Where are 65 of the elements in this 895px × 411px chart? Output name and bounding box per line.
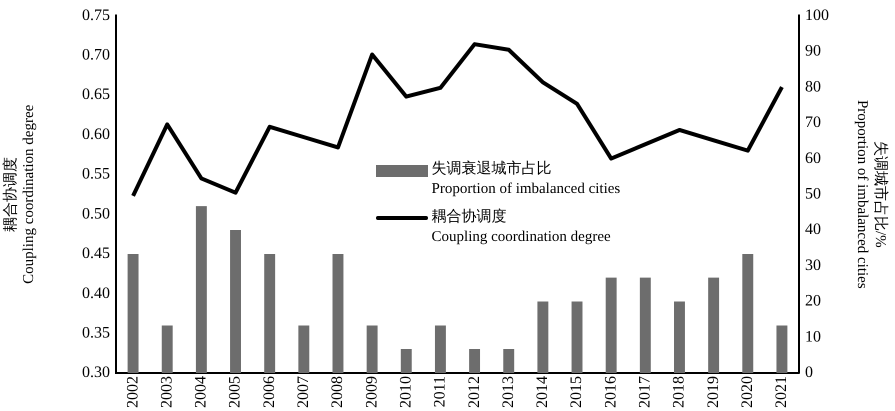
bar <box>230 230 241 373</box>
y-tick-label: 0.40 <box>82 284 110 302</box>
x-tick-label: 2003 <box>158 376 176 408</box>
y2-tick-label: 40 <box>805 221 821 238</box>
y-tick-label: 0.65 <box>82 86 110 104</box>
y-axis-title: 耦合协调度 Coupling coordination degree <box>2 104 37 284</box>
y2-tick-label: 0 <box>805 364 813 382</box>
bar <box>674 302 685 373</box>
bar <box>469 349 480 373</box>
x-tick-label: 2004 <box>192 376 210 408</box>
bar <box>298 325 310 373</box>
x-tick-label: 2011 <box>432 376 449 408</box>
y2-tick-label: 50 <box>805 186 821 203</box>
bar <box>332 254 344 373</box>
x-tick-label: 2010 <box>397 376 414 408</box>
bar <box>400 349 412 373</box>
x-tick-label: 2020 <box>738 376 756 408</box>
bar <box>264 254 276 373</box>
x-tick-label: 2005 <box>226 376 244 408</box>
x-tick-label: 2002 <box>124 376 142 408</box>
y2-axis-title: 失调城市占比/% Proportion of imbalanced cities <box>854 100 890 289</box>
y-tick-label: 0.50 <box>82 205 110 222</box>
x-tick-label: 2021 <box>773 376 790 408</box>
y-tick-label: 0.75 <box>82 6 110 24</box>
bar <box>434 325 446 373</box>
x-tick-label: 2015 <box>568 376 586 408</box>
x-tick-label: 2013 <box>500 376 517 408</box>
legend-label: 耦合协调度 Coupling coordination degree <box>432 207 611 247</box>
bar <box>196 206 207 373</box>
y-tick-label: 0.60 <box>82 126 110 143</box>
y-tick-label: 0.70 <box>82 46 110 64</box>
bar <box>572 302 582 373</box>
bar <box>366 325 378 373</box>
y-tick-label: 0.55 <box>82 166 110 183</box>
y2-tick-label: 10 <box>805 328 821 346</box>
x-tick-label: 2006 <box>260 376 278 408</box>
y-tick-label: 0.35 <box>82 324 110 342</box>
y2-tick-label: 30 <box>805 256 821 274</box>
y2-tick-label: 100 <box>805 6 829 24</box>
bar <box>640 278 651 373</box>
x-tick-label: 2012 <box>466 376 483 408</box>
x-tick-label: 2007 <box>295 376 312 408</box>
bar <box>162 325 173 373</box>
bar <box>503 349 514 373</box>
y2-tick-label: 80 <box>805 78 821 96</box>
bar <box>742 254 754 373</box>
x-tick-label: 2014 <box>534 376 552 408</box>
bar <box>708 278 720 373</box>
x-tick-label: 2017 <box>636 376 654 408</box>
x-tick-label: 2009 <box>363 376 380 408</box>
y2-tick-label: 70 <box>805 114 821 132</box>
y2-tick-label: 20 <box>805 292 821 310</box>
bar <box>537 302 548 373</box>
x-tick-label: 2018 <box>670 376 688 408</box>
y-tick-label: 0.45 <box>82 245 110 262</box>
y-tick-label: 0.30 <box>82 364 110 382</box>
bar <box>128 254 139 373</box>
x-tick-label: 2008 <box>329 376 346 408</box>
y2-tick-label: 60 <box>805 150 821 167</box>
bar <box>776 325 788 373</box>
bar <box>606 278 617 373</box>
x-tick-label: 2019 <box>704 376 722 408</box>
x-tick-label: 2016 <box>602 376 620 408</box>
legend-label: 失调衰退城市占比 Proportion of imbalanced cities <box>432 159 620 199</box>
y2-tick-label: 90 <box>805 42 821 60</box>
